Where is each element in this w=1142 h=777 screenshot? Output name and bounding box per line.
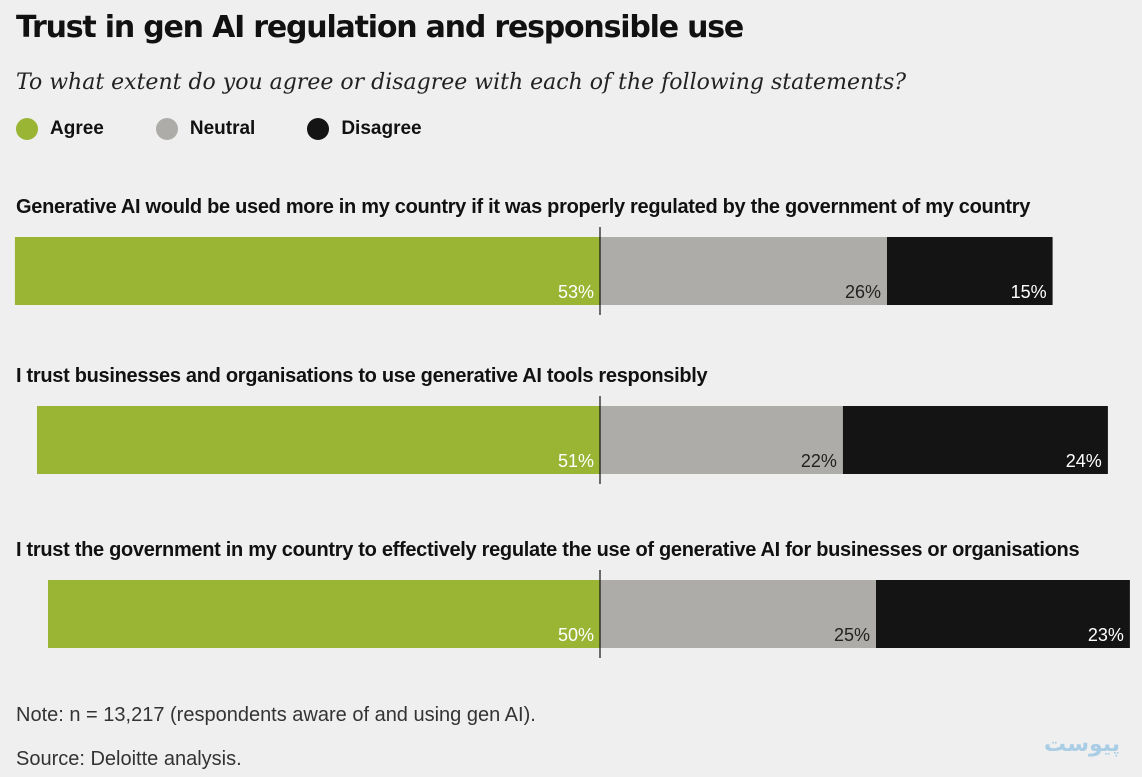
question-label-1: Generative AI would be used more in my c… xyxy=(16,196,1031,218)
legend-item-neutral: Neutral xyxy=(155,118,256,140)
data-label-agree-3: 50% xyxy=(558,625,594,645)
data-label-disagree-3: 23% xyxy=(1088,625,1124,645)
bar-neutral-2 xyxy=(600,406,843,474)
source-text: Source: Deloitte analysis. xyxy=(16,748,242,770)
bar-disagree-1 xyxy=(887,237,1053,305)
bar-agree-2 xyxy=(37,406,600,474)
legend-swatch-disagree xyxy=(307,118,330,140)
legend: Agree Neutral Disagree xyxy=(16,118,474,140)
bar-disagree-2 xyxy=(842,406,1108,474)
data-label-neutral-2: 22% xyxy=(801,451,837,471)
publisher-logo: پیوست xyxy=(1044,732,1120,757)
data-label-neutral-1: 26% xyxy=(845,282,881,302)
bar-agree-1 xyxy=(14,237,600,305)
legend-label-agree: Agree xyxy=(50,118,104,139)
chart-title: Trust in gen AI regulation and responsib… xyxy=(16,10,744,45)
note-text: Note: n = 13,217 (respondents aware of a… xyxy=(16,704,536,726)
data-label-neutral-3: 25% xyxy=(834,625,870,645)
bar-disagree-3 xyxy=(876,580,1130,648)
bar-neutral-3 xyxy=(600,580,876,648)
bar-neutral-1 xyxy=(600,237,887,305)
legend-item-disagree: Disagree xyxy=(307,118,422,140)
chart-subtitle: To what extent do you agree or disagree … xyxy=(16,70,907,95)
legend-item-agree: Agree xyxy=(16,118,104,140)
legend-label-neutral: Neutral xyxy=(189,118,256,139)
legend-swatch-neutral xyxy=(155,118,178,140)
data-label-disagree-1: 15% xyxy=(1011,282,1047,302)
legend-label-disagree: Disagree xyxy=(341,118,422,139)
bar-agree-3 xyxy=(48,580,600,648)
data-label-agree-2: 51% xyxy=(558,451,594,471)
question-label-2: I trust businesses and organisations to … xyxy=(16,365,708,387)
data-label-disagree-2: 24% xyxy=(1066,451,1102,471)
question-label-3: I trust the government in my country to … xyxy=(16,539,1080,561)
data-label-agree-1: 53% xyxy=(558,282,594,302)
legend-swatch-agree xyxy=(16,118,38,140)
